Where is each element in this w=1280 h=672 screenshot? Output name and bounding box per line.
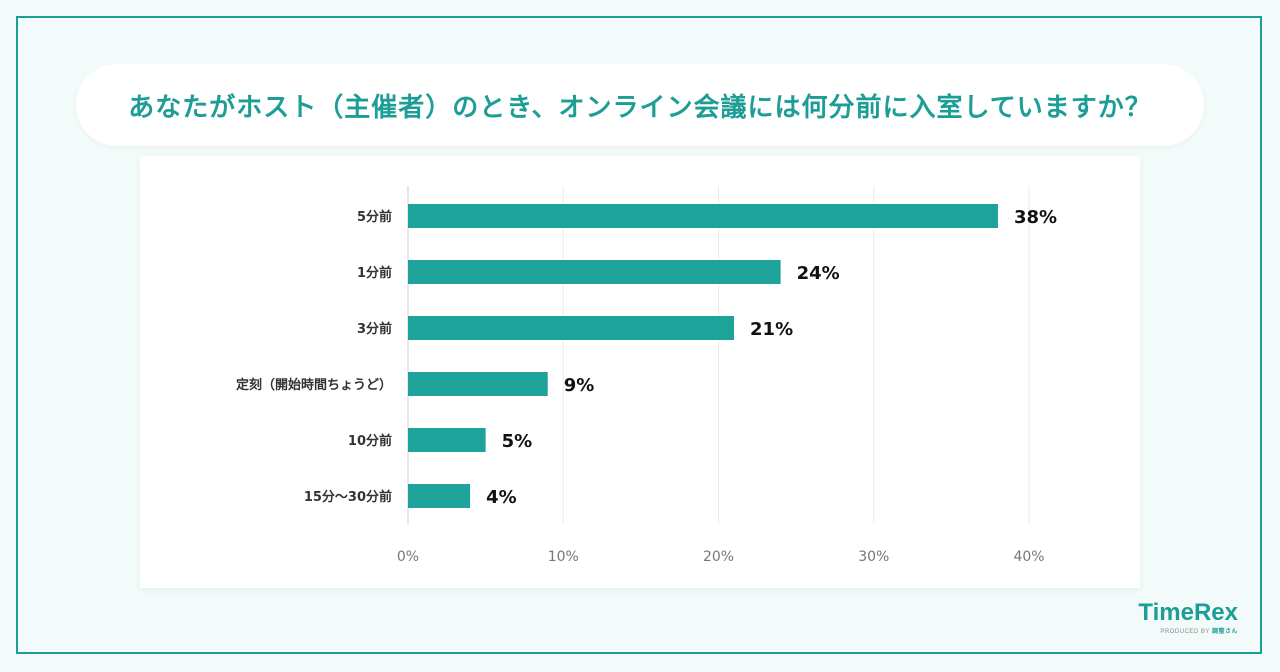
logo-subtitle: PRODUCED BY 調整さん	[1114, 626, 1238, 635]
data-label: 21%	[750, 319, 793, 340]
chart-card: 5分前 1分前 3分前定刻（開始時間ちょうど） 10分前 15分〜30分前 38% 24%…	[140, 156, 1140, 588]
chart-title: あなたがホスト（主催者）のとき、オンライン会議には何分前に入室していますか？	[128, 92, 1152, 123]
x-tick-label: 20%	[703, 549, 734, 565]
data-label: 9%	[564, 375, 595, 396]
gridlines	[407, 186, 1030, 524]
bar	[408, 428, 486, 452]
timerex-logo: TimeRex PRODUCED BY 調整さん	[1114, 600, 1238, 640]
bar	[408, 260, 781, 284]
value-labels: 38% 24% 21% 9% 5% 4%	[486, 207, 1057, 508]
category-label: 1分前	[357, 265, 392, 281]
x-tick-label: 10%	[548, 549, 579, 565]
data-label: 4%	[486, 487, 517, 508]
bar	[408, 484, 471, 508]
x-tick-label: 30%	[858, 549, 889, 565]
category-label: 5分前	[357, 209, 392, 225]
bar	[408, 316, 735, 340]
x-tick-label: 0%	[397, 549, 419, 565]
x-tick-label: 40%	[1013, 549, 1044, 565]
logo-wordmark: TimeRex	[1138, 599, 1238, 626]
data-label: 24%	[797, 263, 840, 284]
producer-name: 調整さん	[1211, 629, 1238, 635]
produced-by-text: PRODUCED BY	[1160, 629, 1210, 635]
category-label: 10分前	[348, 433, 392, 449]
data-label: 38%	[1014, 207, 1057, 228]
bar	[408, 372, 548, 396]
category-label: 15分〜30分前	[304, 489, 392, 505]
bar	[408, 204, 998, 228]
category-label: 定刻（開始時間ちょうど）	[235, 377, 392, 393]
x-axis-ticks: 0% 10% 20% 30% 40%	[397, 549, 1045, 565]
bars	[408, 204, 998, 508]
category-label: 3分前	[357, 321, 392, 337]
data-label: 5%	[502, 431, 533, 452]
title-banner: あなたがホスト（主催者）のとき、オンライン会議には何分前に入室していますか？	[76, 64, 1204, 146]
